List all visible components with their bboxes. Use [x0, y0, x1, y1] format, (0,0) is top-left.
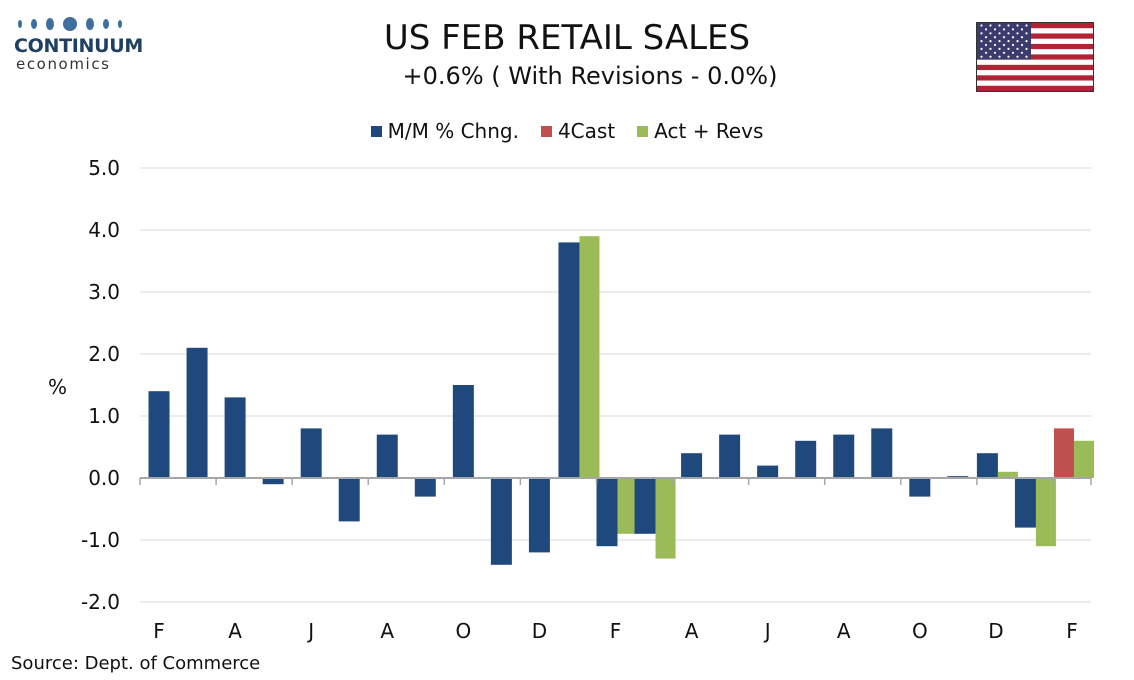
x-tick-label: O	[455, 619, 471, 643]
x-tick-label: O	[912, 619, 928, 643]
bar-mm-chng	[452, 385, 474, 478]
bar-mm-chng	[376, 434, 398, 478]
x-tick-label: A	[837, 619, 851, 643]
bar-mm-chng	[148, 391, 170, 478]
bar-mm-chng	[871, 428, 893, 478]
bar-4cast	[1053, 428, 1074, 478]
legend-swatch-mm	[370, 125, 382, 137]
chart-title: US FEB RETAIL SALES	[383, 18, 751, 58]
logo-subtitle: economics	[16, 55, 111, 73]
bar-mm-chng	[634, 478, 656, 534]
x-tick-label: F	[153, 619, 165, 643]
y-tick-label: 3.0	[88, 280, 120, 304]
bar-act-revs	[617, 478, 638, 534]
x-tick-label: F	[1066, 619, 1078, 643]
y-axis-label: %	[48, 375, 68, 399]
legend-swatch-4cast	[540, 125, 552, 137]
bar-mm-chng	[490, 478, 512, 565]
x-tick-label: A	[380, 619, 394, 643]
bar-act-revs	[579, 236, 600, 478]
legend-item-mm: M/M % Chng.	[370, 119, 519, 143]
bar-mm-chng	[909, 478, 931, 497]
legend-label-4cast: 4Cast	[557, 119, 616, 143]
y-tick-label: -2.0	[81, 590, 120, 614]
chart-subtitle: +0.6% ( With Revisions - 0.0%)	[402, 62, 778, 90]
bar-mm-chng	[976, 453, 998, 478]
continuum-economics-logo: CONTINUUM economics	[14, 14, 143, 73]
y-tick-label: 4.0	[88, 218, 120, 242]
bar-mm-chng	[528, 478, 550, 553]
bar-mm-chng	[262, 478, 284, 485]
bar-mm-chng	[224, 397, 246, 478]
legend-label-mm: M/M % Chng.	[387, 119, 519, 143]
tick-labels: 5.0 4.0 3.0 2.0 1.0 0.0 -1.0 -2.0 F A J A O D F A J A O D F	[81, 156, 1078, 643]
x-tick-label: F	[610, 619, 622, 643]
legend-item-act: Act + Revs	[637, 119, 763, 143]
bar-act-revs	[1073, 440, 1094, 478]
bar-mm-chng	[681, 453, 703, 478]
x-tick-label: A	[228, 619, 242, 643]
x-tick-label: A	[685, 619, 699, 643]
bar-mm-chng	[1014, 478, 1036, 528]
bar-mm-chng	[300, 428, 322, 478]
y-tick-label: -1.0	[81, 528, 120, 552]
chart-legend: M/M % Chng. 4Cast Act + Revs	[0, 119, 1134, 143]
us-flag-icon	[976, 22, 1094, 92]
bar-mm-chng	[757, 465, 779, 478]
bar-mm-chng	[558, 242, 580, 478]
bar-mm-chng	[719, 434, 741, 478]
x-tick-label: D	[988, 619, 1003, 643]
y-tick-label: 2.0	[88, 342, 120, 366]
bar-mm-chng	[596, 478, 618, 547]
logo-wordmark: CONTINUUM	[14, 35, 143, 57]
x-tick-label: J	[763, 619, 771, 643]
source-note: Source: Dept. of Commerce	[11, 653, 261, 674]
x-tick-label: D	[532, 619, 547, 643]
bar-mm-chng	[186, 347, 208, 478]
bar-mm-chng	[833, 434, 855, 478]
legend-item-4cast: 4Cast	[540, 119, 616, 143]
bars	[148, 236, 1094, 565]
legend-label-act: Act + Revs	[654, 119, 764, 143]
x-tick-label: J	[306, 619, 314, 643]
y-tick-label: 1.0	[88, 404, 120, 428]
bar-act-revs	[997, 471, 1018, 478]
bar-act-revs	[655, 478, 676, 559]
y-tick-label: 0.0	[88, 466, 120, 490]
bar-act-revs	[1035, 478, 1056, 547]
bar-mm-chng	[795, 440, 817, 478]
axes	[139, 477, 1092, 485]
bar-mm-chng	[338, 478, 360, 522]
y-tick-label: 5.0	[88, 156, 120, 180]
logo-dots	[18, 14, 134, 34]
bar-mm-chng	[414, 478, 436, 497]
legend-swatch-act	[637, 125, 649, 137]
